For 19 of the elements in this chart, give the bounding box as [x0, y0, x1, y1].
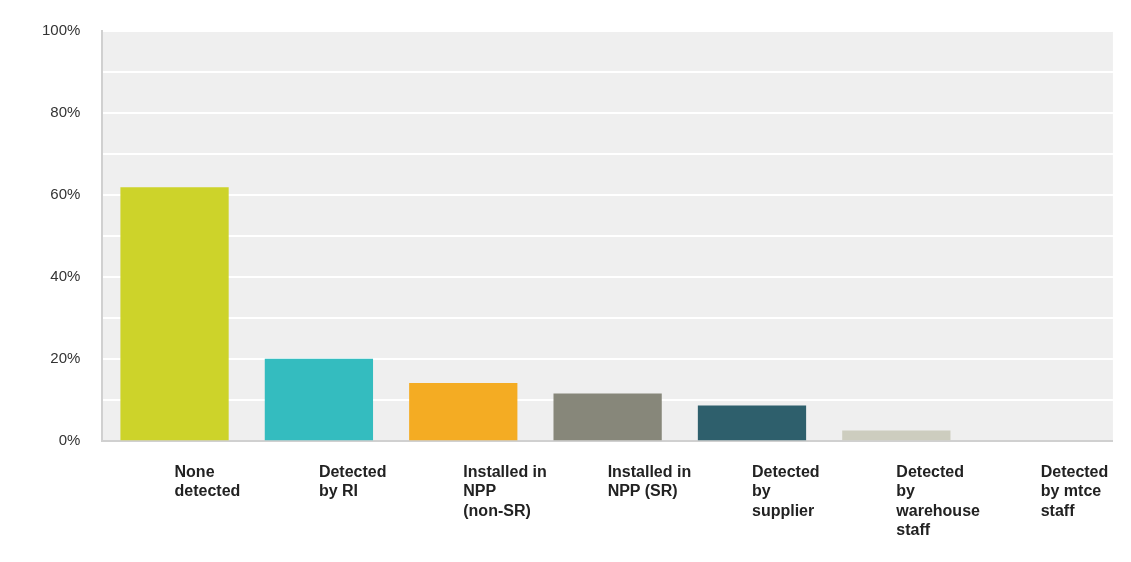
bar: [409, 382, 518, 441]
y-tick-label: 0%: [58, 431, 81, 449]
y-tick-label: 40%: [50, 267, 81, 285]
bar: [697, 405, 807, 441]
bar: [553, 393, 662, 441]
x-tick-label: None detected: [174, 463, 241, 500]
x-tick-label: Detected by RI: [318, 463, 387, 500]
bar: [842, 430, 951, 441]
x-tick-label: Installed in NPP (non-SR): [463, 463, 547, 519]
x-tick-label: Detected by supplier: [751, 463, 820, 519]
y-tick-label: 80%: [50, 103, 81, 121]
x-tick-label: Detected by warehouse staff: [895, 463, 981, 538]
y-tick-label: 100%: [41, 21, 81, 39]
y-tick-label: 20%: [50, 349, 81, 367]
bar: [264, 358, 374, 441]
x-tick-label: Detected by mtce staff: [1040, 463, 1109, 519]
y-tick-label: 60%: [50, 185, 81, 203]
bar: [120, 187, 229, 441]
x-tick-label: Installed in NPP (SR): [607, 463, 692, 500]
